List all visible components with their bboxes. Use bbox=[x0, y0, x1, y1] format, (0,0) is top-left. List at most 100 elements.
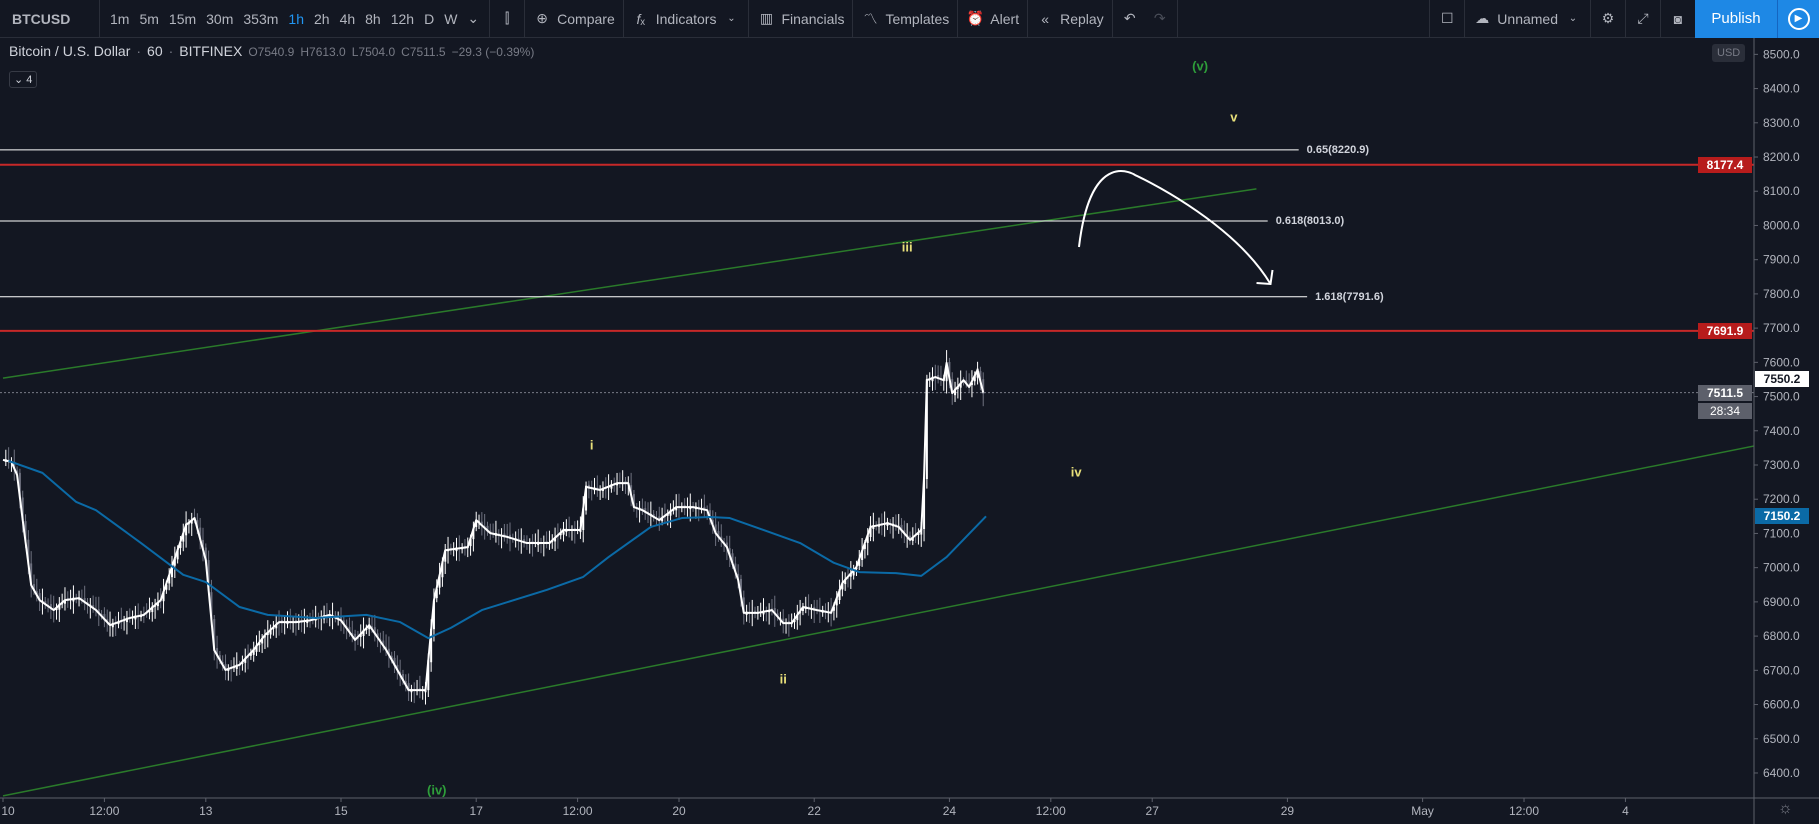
interval-5m[interactable]: 5m bbox=[139, 10, 159, 27]
candle-body bbox=[58, 603, 61, 610]
financials-button[interactable]: ▥ Financials bbox=[749, 0, 854, 38]
candle-body bbox=[728, 548, 731, 555]
candle-body bbox=[737, 573, 740, 579]
chevron-down-icon[interactable]: ⌄ bbox=[467, 10, 480, 26]
candle-body bbox=[951, 379, 954, 393]
candle-body bbox=[793, 619, 796, 623]
candle-body bbox=[954, 388, 957, 396]
price-tick-label: 6600.0 bbox=[1763, 698, 1800, 712]
candle-body bbox=[863, 544, 866, 549]
select-layout-button[interactable]: ☐ bbox=[1430, 0, 1466, 38]
candle-body bbox=[382, 640, 385, 647]
candle-body bbox=[13, 461, 16, 469]
interval-1m[interactable]: 1m bbox=[110, 10, 130, 27]
candle-body bbox=[263, 636, 266, 638]
currency-label[interactable]: USD bbox=[1712, 44, 1746, 62]
candle-body bbox=[30, 563, 33, 586]
candle-body bbox=[982, 379, 985, 394]
price-badge: 7550.2 bbox=[1755, 371, 1809, 388]
interval-W[interactable]: W bbox=[444, 10, 458, 27]
wave-label: iii bbox=[901, 239, 913, 255]
compare-button[interactable]: ⊕ Compare bbox=[525, 0, 624, 38]
candle-body bbox=[920, 528, 923, 535]
interval-353m[interactable]: 353m bbox=[243, 10, 279, 27]
snapshot-button[interactable]: ◙ bbox=[1661, 0, 1695, 38]
time-tick-label: 4 bbox=[1622, 804, 1629, 818]
fib-level-label: 0.618(8013.0) bbox=[1275, 215, 1345, 227]
interval-30m[interactable]: 30m bbox=[206, 10, 234, 27]
interval-4h[interactable]: 4h bbox=[339, 10, 356, 27]
price-tick-label: 7000.0 bbox=[1763, 561, 1800, 575]
price-tick-label: 6800.0 bbox=[1763, 629, 1800, 643]
play-icon: ▶ bbox=[1787, 7, 1810, 30]
candle-body bbox=[959, 382, 962, 388]
candle-body bbox=[252, 648, 255, 655]
candle-body bbox=[185, 523, 188, 536]
price-tick-label: 6700.0 bbox=[1763, 663, 1800, 677]
interval-2h[interactable]: 2h bbox=[313, 10, 330, 27]
symbol-search[interactable]: BTCUSD bbox=[0, 0, 100, 38]
candle-body bbox=[49, 604, 52, 610]
candle-body bbox=[841, 583, 844, 590]
candle-body bbox=[970, 382, 973, 385]
alert-button[interactable]: ⏰ Alert bbox=[958, 0, 1029, 38]
interval-D[interactable]: D bbox=[424, 10, 435, 27]
replay-button[interactable]: « Replay bbox=[1028, 0, 1113, 38]
candle-body bbox=[844, 579, 847, 585]
chart-style-button[interactable]: ⫿ bbox=[490, 0, 526, 38]
interval-8h[interactable]: 8h bbox=[365, 10, 381, 27]
indicators-button[interactable]: fₓ Indicators ⌄ bbox=[624, 0, 750, 38]
time-tick-label: May bbox=[1411, 804, 1434, 818]
candle-body bbox=[27, 539, 30, 565]
candle-body bbox=[948, 361, 951, 379]
publish-label: Publish bbox=[1711, 10, 1761, 27]
candle-body bbox=[438, 575, 441, 588]
play-button[interactable]: ▶ bbox=[1777, 0, 1819, 38]
candle-body bbox=[908, 535, 911, 541]
chart-legend: Bitcoin / U.S. Dollar · 60 · BITFINEX O754… bbox=[9, 43, 535, 59]
time-tick-label: 24 bbox=[943, 804, 957, 818]
price-badge: 7150.2 bbox=[1755, 508, 1809, 525]
candle-body bbox=[585, 485, 588, 511]
fib-level-label: 1.618(7791.6) bbox=[1315, 290, 1384, 303]
undo-icon[interactable]: ↶ bbox=[1123, 10, 1136, 26]
compare-label: Compare bbox=[557, 10, 615, 27]
templates-button[interactable]: 〽 Templates bbox=[853, 0, 959, 38]
fib-level-label: 0.65(8220.9) bbox=[1306, 143, 1370, 156]
price-tick-label: 6900.0 bbox=[1763, 595, 1800, 609]
candle-body bbox=[216, 648, 219, 657]
time-tick-label: 22 bbox=[808, 804, 822, 818]
time-tick-label: 17 bbox=[470, 804, 484, 818]
axis-settings-icon[interactable]: ☼ bbox=[1778, 800, 1793, 817]
candle-body bbox=[847, 577, 850, 579]
candle-body bbox=[269, 628, 272, 635]
fullscreen-button[interactable]: ⤢ bbox=[1626, 0, 1661, 38]
candle-body bbox=[373, 627, 376, 635]
interval-12h[interactable]: 12h bbox=[390, 10, 415, 27]
interval-15m[interactable]: 15m bbox=[168, 10, 197, 27]
candle-body bbox=[168, 575, 171, 584]
chevron-down-icon[interactable]: ⌄ bbox=[727, 13, 736, 24]
wave-label: (v) bbox=[1192, 58, 1209, 74]
candle-body bbox=[32, 584, 35, 591]
price-tick-label: 7100.0 bbox=[1763, 526, 1800, 540]
indicators-collapse-toggle[interactable]: ⌄ 4 bbox=[9, 71, 38, 88]
candle-body bbox=[151, 606, 154, 613]
layout-name-button[interactable]: ☁ Unnamed ⌄ bbox=[1465, 0, 1591, 38]
candle-body bbox=[385, 646, 388, 650]
candle-body bbox=[835, 597, 838, 606]
chevron-down-icon: ⌄ bbox=[14, 74, 27, 86]
legend-title: Bitcoin / U.S. Dollar bbox=[9, 43, 131, 59]
settings-button[interactable]: ⚙ bbox=[1591, 0, 1626, 38]
replay-label: Replay bbox=[1060, 10, 1104, 27]
candle-body bbox=[390, 655, 393, 660]
wave-label: v bbox=[1230, 109, 1238, 125]
candle-body bbox=[554, 537, 557, 542]
candle-body bbox=[18, 472, 21, 499]
publish-button[interactable]: Publish bbox=[1695, 0, 1777, 38]
templates-label: Templates bbox=[885, 10, 950, 27]
interval-1h[interactable]: 1h bbox=[288, 10, 304, 27]
redo-icon[interactable]: ↷ bbox=[1153, 10, 1166, 26]
candle-body bbox=[342, 620, 345, 625]
